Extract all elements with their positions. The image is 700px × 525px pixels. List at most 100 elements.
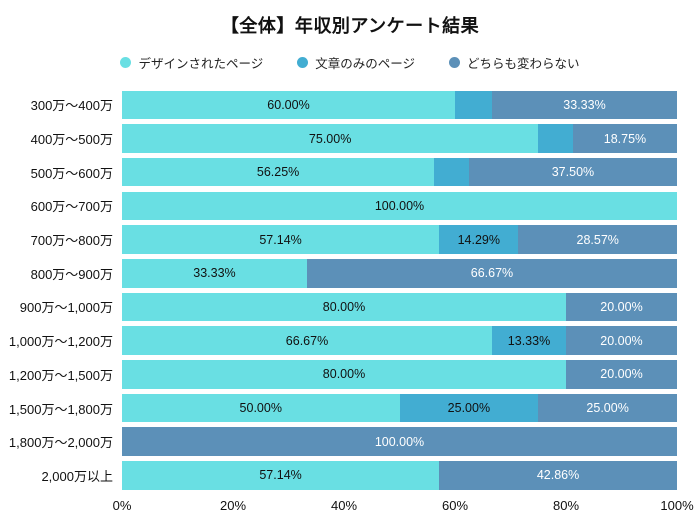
bar-segment: 28.57%	[518, 225, 677, 254]
chart-row: 1,200万〜1,500万 80.00% 20.00%	[0, 358, 700, 392]
segment-value-label: 25.00%	[447, 401, 491, 416]
x-axis-tick: 0%	[112, 498, 132, 514]
bar-track: 56.25% 37.50%	[122, 157, 677, 187]
chart-row: 1,500万〜1,800万 50.00% 25.00% 25.00%	[0, 391, 700, 425]
bar-segment: 33.33%	[492, 90, 677, 120]
x-axis-tick: 40%	[330, 498, 358, 514]
bar-track: 50.00% 25.00% 25.00%	[122, 393, 677, 423]
bar-segment: 56.25%	[122, 157, 435, 187]
legend: デザインされたページ 文章のみのページ どちらも変わらない	[0, 53, 700, 72]
chart-row: 900万〜1,000万 80.00% 20.00%	[0, 290, 700, 324]
bar-segment: 42.86%	[439, 461, 677, 490]
x-axis-tick: 80%	[552, 498, 580, 514]
bar-segment: 50.00%	[122, 393, 400, 423]
bar-segment	[434, 157, 469, 187]
x-axis: 0% 20% 40% 60% 80% 100%	[113, 496, 694, 518]
segment-value-label: 57.14%	[259, 468, 302, 483]
segment-value-label: 28.57%	[576, 232, 619, 247]
segment-value-label: 100.00%	[374, 434, 425, 449]
bar-track: 75.00% 18.75%	[122, 124, 677, 153]
stacked-bar-chart: 300万〜400万 60.00% 33.33% 400万〜500万 75.00% 18.7…	[0, 88, 700, 492]
chart-row: 1,800万〜2,000万 100.00%	[0, 425, 700, 459]
bar-track: 100.00%	[122, 191, 677, 221]
bar-segment: 75.00%	[122, 124, 539, 153]
legend-label: 文章のみのページ	[315, 57, 415, 71]
legend-dot-icon	[297, 57, 309, 68]
bar-segment: 13.33%	[492, 326, 566, 355]
bar-segment: 25.00%	[399, 393, 539, 423]
segment-value-label: 20.00%	[600, 333, 643, 348]
bar-segment: 18.75%	[572, 124, 677, 153]
segment-value-label: 75.00%	[308, 131, 352, 146]
segment-value-label: 14.29%	[457, 232, 500, 247]
segment-value-label: 50.00%	[239, 401, 282, 416]
chart-row: 1,000万〜1,200万 66.67% 13.33% 20.00%	[0, 324, 700, 358]
legend-label: どちらも変わらない	[467, 57, 580, 71]
segment-value-label: 80.00%	[322, 367, 366, 382]
segment-value-label: 57.14%	[259, 232, 302, 247]
bar-track: 33.33% 66.67%	[122, 259, 677, 288]
segment-value-label: 66.67%	[470, 266, 514, 281]
bar-segment: 25.00%	[538, 393, 677, 423]
chart-row: 800万〜900万 33.33% 66.67%	[0, 256, 700, 290]
bar-segment	[538, 124, 573, 153]
bar-segment: 20.00%	[566, 360, 677, 389]
bar-segment: 20.00%	[566, 292, 677, 322]
x-axis-tick: 20%	[219, 498, 247, 514]
chart-row: 500万〜600万 56.25% 37.50%	[0, 155, 700, 189]
segment-value-label: 33.33%	[193, 266, 236, 281]
segment-value-label: 66.67%	[285, 333, 329, 348]
row-label: 700万〜800万	[30, 233, 113, 249]
bar-track: 100.00%	[122, 427, 677, 456]
bar-segment: 100.00%	[122, 191, 677, 221]
bar-segment: 20.00%	[565, 326, 677, 355]
segment-value-label: 42.86%	[536, 468, 580, 483]
legend-item: どちらも変わらない	[449, 53, 580, 72]
segment-value-label: 60.00%	[267, 97, 310, 112]
segment-value-label: 80.00%	[322, 299, 366, 314]
x-axis-tick: 100%	[660, 498, 694, 514]
segment-value-label: 18.75%	[603, 131, 647, 146]
bar-segment: 60.00%	[122, 90, 455, 120]
bar-segment: 100.00%	[122, 427, 677, 456]
chart-row: 600万〜700万 100.00%	[0, 189, 700, 223]
segment-value-label: 37.50%	[551, 165, 595, 180]
bar-segment: 57.14%	[122, 225, 440, 254]
row-label: 500万〜600万	[30, 165, 113, 181]
row-label: 1,800万〜2,000万	[8, 435, 113, 451]
row-label: 800万〜900万	[30, 266, 113, 282]
chart-row: 2,000万以上 57.14% 42.86%	[0, 459, 700, 493]
segment-value-label: 20.00%	[600, 367, 643, 382]
row-label: 400万〜500万	[30, 132, 113, 148]
bar-track: 80.00% 20.00%	[122, 360, 677, 389]
chart-row: 700万〜800万 57.14% 14.29% 28.57%	[0, 223, 700, 257]
legend-dot-icon	[449, 57, 460, 68]
bar-track: 66.67% 13.33% 20.00%	[122, 326, 677, 355]
row-label: 300万〜400万	[30, 98, 113, 114]
segment-value-label: 33.33%	[563, 97, 606, 112]
bar-segment: 37.50%	[468, 157, 677, 187]
row-label: 1,500万〜1,800万	[8, 401, 113, 417]
bar-segment: 80.00%	[122, 360, 566, 389]
bar-segment: 80.00%	[122, 292, 566, 322]
legend-label: デザインされたページ	[138, 57, 264, 71]
legend-item: 文章のみのページ	[297, 53, 415, 72]
row-label: 900万〜1,000万	[19, 300, 113, 316]
chart-row: 400万〜500万 75.00% 18.75%	[0, 122, 700, 156]
row-label: 600万〜700万	[30, 199, 113, 215]
bar-segment: 66.67%	[306, 259, 677, 288]
segment-value-label: 20.00%	[600, 299, 643, 314]
segment-value-label: 100.00%	[374, 198, 425, 213]
segment-value-label: 25.00%	[586, 401, 629, 416]
segment-value-label: 56.25%	[256, 165, 300, 180]
bar-track: 60.00% 33.33%	[122, 90, 677, 120]
bar-segment	[455, 90, 493, 120]
bar-track: 57.14% 14.29% 28.57%	[122, 225, 677, 254]
page-title: 【全体】年収別アンケート結果	[220, 16, 480, 36]
legend-dot-icon	[120, 57, 132, 68]
bar-track: 80.00% 20.00%	[122, 292, 677, 322]
bar-segment: 57.14%	[122, 461, 440, 490]
row-label: 1,000万〜1,200万	[8, 334, 113, 350]
bar-segment: 33.33%	[122, 259, 307, 288]
